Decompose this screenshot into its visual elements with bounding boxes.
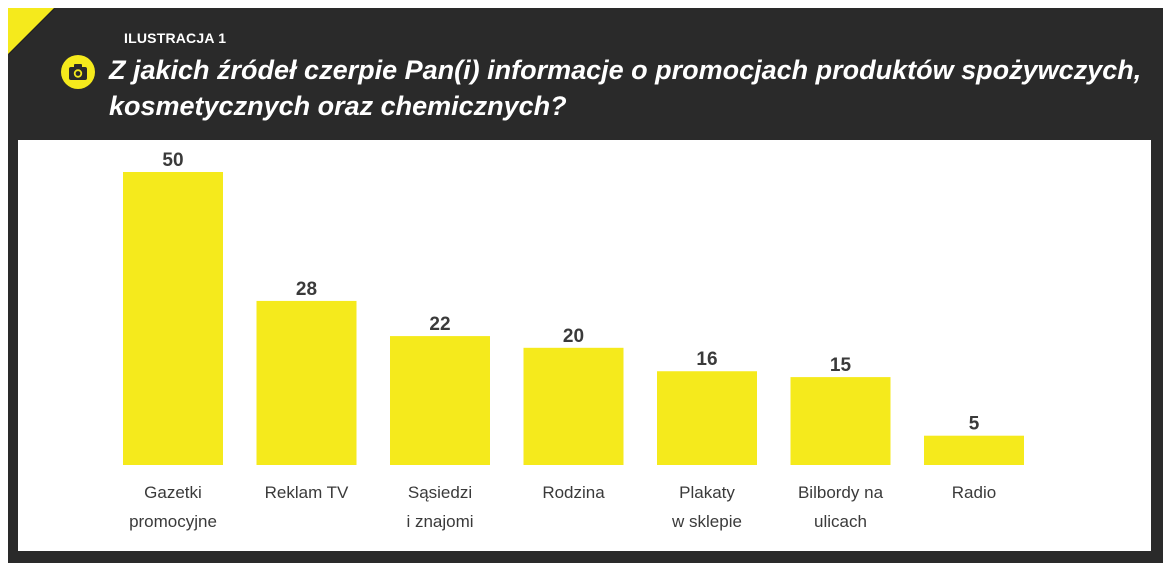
value-label: 20 [563, 326, 584, 347]
value-label: 22 [429, 314, 450, 335]
chart-panel: 50 Gazetki promocyjne 28 Reklam TV 22 Sąsiedzi… [18, 140, 1151, 551]
bar [523, 347, 624, 465]
bar [924, 435, 1024, 465]
bar [256, 300, 357, 465]
category-label: Plakaty w sklepie [671, 483, 742, 531]
bar [123, 172, 223, 465]
corner-accent [8, 8, 54, 54]
bar [657, 371, 757, 465]
camera-icon [61, 55, 95, 89]
category-label: Rodzina [542, 483, 605, 502]
category-label: Radio [952, 483, 996, 502]
value-label: 28 [296, 279, 317, 300]
illustration-label: ILUSTRACJA 1 [124, 30, 227, 46]
value-label: 16 [696, 349, 717, 370]
category-label: Bilbordy na ulicach [798, 483, 884, 531]
value-label: 50 [162, 150, 183, 171]
bar [390, 336, 490, 465]
category-label: Sąsiedzi i znajomi [406, 483, 473, 531]
corner-fold [8, 8, 54, 54]
value-label: 5 [969, 414, 980, 435]
value-label: 15 [830, 355, 852, 376]
bar-chart: 50 Gazetki promocyjne 28 Reklam TV 22 Sąsiedzi… [123, 150, 1024, 531]
bar [790, 377, 891, 465]
chart-title: Z jakich źródeł czerpie Pan(i) informacj… [109, 55, 1142, 121]
category-label: Reklam TV [265, 483, 349, 502]
category-label: Gazetki promocyjne [129, 483, 217, 531]
